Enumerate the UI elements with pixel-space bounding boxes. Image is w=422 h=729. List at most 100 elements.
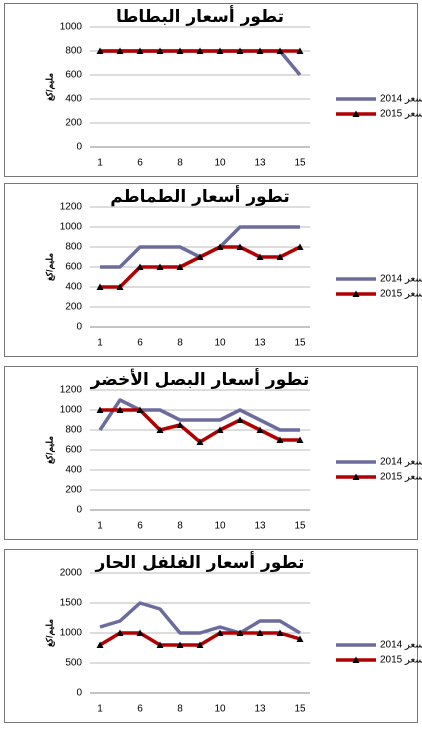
y-tick-label: 600 — [65, 262, 82, 273]
y-tick-label: 1200 — [60, 385, 83, 396]
y-tick-label: 1500 — [60, 598, 83, 609]
legend-label: السعر 2014 — [380, 640, 422, 651]
point-marker — [176, 641, 184, 648]
point-marker — [236, 243, 244, 250]
point-marker — [116, 629, 124, 636]
point-marker — [96, 641, 104, 648]
point-marker — [216, 47, 224, 54]
y-axis-label: مليم/كغ — [44, 436, 55, 464]
x-tick-label: 10 — [214, 704, 226, 715]
legend-marker — [352, 656, 360, 663]
y-tick-label: 800 — [65, 425, 82, 436]
point-marker — [236, 416, 244, 423]
y-tick-label: 800 — [65, 242, 82, 253]
x-tick-label: 10 — [214, 158, 226, 169]
legend-label: السعر 2015 — [380, 655, 422, 666]
point-marker — [256, 47, 264, 54]
series-line — [98, 398, 300, 432]
x-tick-label: 6 — [137, 521, 143, 532]
y-tick-label: 1200 — [60, 202, 83, 213]
chart-title: تطور أسعار الطماطم — [110, 185, 289, 207]
point-marker — [256, 426, 264, 433]
legend-label: السعر 2014 — [380, 94, 422, 105]
chart-title: تطور أسعار البصل الأخضر — [90, 368, 310, 390]
point-marker — [96, 406, 104, 413]
x-tick-label: 6 — [137, 338, 143, 349]
y-axis-label: مليم/كغ — [44, 73, 55, 101]
point-marker — [296, 436, 304, 443]
point-marker — [216, 629, 224, 636]
point-marker — [116, 283, 124, 290]
point-marker — [136, 263, 144, 270]
y-tick-label: 600 — [65, 445, 82, 456]
x-tick-label: 13 — [254, 158, 266, 169]
x-tick-label: 1 — [97, 338, 103, 349]
y-tick-label: 400 — [65, 282, 82, 293]
point-marker — [116, 47, 124, 54]
legend-marker — [352, 473, 360, 480]
point-marker — [236, 629, 244, 636]
x-tick-label: 10 — [214, 338, 226, 349]
point-marker — [176, 263, 184, 270]
point-marker — [196, 641, 204, 648]
legend-label: السعر 2015 — [380, 472, 422, 483]
y-tick-label: 400 — [65, 465, 82, 476]
point-marker — [256, 253, 264, 260]
y-axis-label: مليم/كغ — [44, 619, 55, 647]
y-tick-label: 800 — [65, 46, 82, 57]
point-marker — [156, 426, 164, 433]
x-tick-label: 13 — [254, 521, 266, 532]
point-marker — [176, 47, 184, 54]
point-marker — [196, 438, 204, 445]
point-marker — [96, 47, 104, 54]
point-marker — [216, 426, 224, 433]
x-tick-label: 15 — [294, 521, 306, 532]
point-marker — [176, 421, 184, 428]
point-marker — [196, 47, 204, 54]
y-tick-label: 2000 — [60, 568, 83, 579]
x-tick-label: 15 — [294, 158, 306, 169]
y-tick-label: 0 — [76, 688, 82, 699]
y-tick-label: 0 — [76, 142, 82, 153]
chart-title: تطور أسعار الفلفل الحار — [95, 551, 305, 573]
point-marker — [156, 47, 164, 54]
point-marker — [296, 47, 304, 54]
point-marker — [96, 283, 104, 290]
x-tick-label: 15 — [294, 338, 306, 349]
point-marker — [136, 629, 144, 636]
y-tick-label: 400 — [65, 94, 82, 105]
point-marker — [156, 263, 164, 270]
y-tick-label: 200 — [65, 118, 82, 129]
x-tick-label: 8 — [177, 158, 183, 169]
point-marker — [296, 635, 304, 642]
legend-label: السعر 2015 — [380, 289, 422, 300]
x-tick-label: 15 — [294, 704, 306, 715]
point-marker — [116, 406, 124, 413]
y-tick-label: 0 — [76, 322, 82, 333]
x-tick-label: 8 — [177, 521, 183, 532]
y-tick-label: 600 — [65, 70, 82, 81]
x-tick-label: 1 — [97, 158, 103, 169]
legend-marker — [352, 290, 360, 297]
y-tick-label: 1000 — [60, 628, 83, 639]
y-axis-label: مليم/كغ — [44, 253, 55, 281]
x-tick-label: 13 — [254, 338, 266, 349]
y-tick-label: 200 — [65, 485, 82, 496]
point-marker — [276, 629, 284, 636]
y-tick-label: 1000 — [60, 22, 83, 33]
x-tick-label: 8 — [177, 338, 183, 349]
legend-label: السعر 2014 — [380, 457, 422, 468]
x-tick-label: 6 — [137, 704, 143, 715]
point-marker — [296, 243, 304, 250]
point-marker — [136, 406, 144, 413]
legend-label: السعر 2015 — [380, 109, 422, 120]
legend-marker — [352, 110, 360, 117]
x-tick-label: 10 — [214, 521, 226, 532]
chart-panel — [4, 3, 418, 177]
x-tick-label: 13 — [254, 704, 266, 715]
x-tick-label: 1 — [97, 521, 103, 532]
point-marker — [276, 47, 284, 54]
x-tick-label: 1 — [97, 704, 103, 715]
